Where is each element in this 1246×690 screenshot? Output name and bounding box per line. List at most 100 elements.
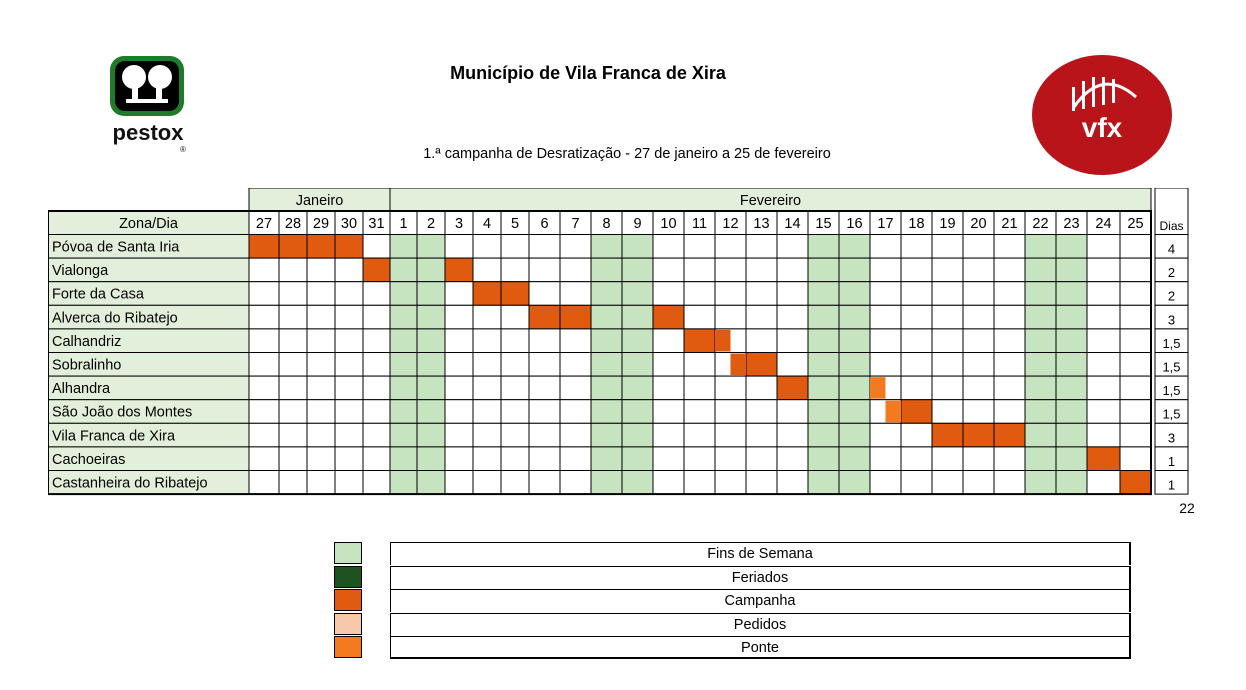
day-cell [683, 257, 716, 283]
day-header-30: 30 [341, 216, 357, 232]
day-cell [1119, 470, 1152, 495]
day-cell [362, 375, 391, 401]
day-cell [900, 446, 933, 471]
day-header-29: 29 [313, 216, 329, 232]
day-header-20: 20 [970, 216, 986, 232]
day-cell [993, 352, 1026, 377]
day-cell [931, 281, 964, 306]
day-cell [807, 352, 840, 377]
day-cell [807, 422, 840, 448]
day-cell [714, 422, 747, 448]
day-cell [416, 257, 446, 283]
day-cell [776, 304, 809, 330]
day-cell [621, 352, 654, 377]
day-cell [776, 470, 809, 495]
day-cell [900, 304, 933, 330]
day-cell [993, 304, 1026, 330]
day-cell [993, 257, 1026, 283]
day-cell [559, 375, 592, 401]
day-header-21: 21 [1001, 216, 1017, 232]
day-header-8: 8 [602, 216, 610, 232]
day-cell [444, 446, 474, 471]
day-cell [900, 234, 933, 259]
day-header-23: 23 [1063, 216, 1079, 232]
day-header-7: 7 [571, 216, 579, 232]
day-cell [389, 257, 418, 283]
day-cell [1055, 328, 1088, 353]
day-header-13: 13 [753, 216, 769, 232]
day-cell [962, 234, 995, 259]
day-cell [472, 470, 502, 495]
day-cell [838, 257, 871, 283]
day-cell [590, 399, 623, 424]
day-cell [1055, 375, 1088, 401]
legend-label-weekend: Fins de Semana [390, 542, 1131, 565]
zone-label: Póvoa de Santa Iria [52, 240, 180, 256]
day-cell [838, 328, 871, 353]
day-cell [652, 352, 685, 377]
day-cell [472, 234, 502, 259]
day-cell [362, 234, 391, 259]
day-cell [559, 422, 592, 448]
day-cell [1086, 234, 1121, 259]
day-cell [993, 399, 1026, 424]
day-cell [306, 470, 336, 495]
day-cell [931, 422, 964, 448]
day-cell [416, 328, 446, 353]
day-cell [248, 304, 280, 330]
legend: Fins de Semana Feriados Campanha Pedidos… [334, 542, 1134, 664]
day-header-19: 19 [939, 216, 955, 232]
day-cell [590, 470, 623, 495]
day-cell [590, 304, 623, 330]
day-cell [306, 304, 336, 330]
day-cell [278, 328, 308, 353]
day-cell [807, 257, 840, 283]
day-cell [248, 328, 280, 353]
day-cell [416, 304, 446, 330]
day-cell [807, 446, 840, 471]
day-cell [683, 422, 716, 448]
day-cell [900, 281, 933, 306]
legend-row-weekend: Fins de Semana [334, 542, 1134, 566]
legend-label-holiday: Feriados [390, 565, 1131, 589]
day-cell [962, 257, 995, 283]
day-cell [559, 257, 592, 283]
dias-value: 2 [1168, 289, 1175, 304]
day-cell [472, 446, 502, 471]
day-cell [1086, 399, 1121, 424]
day-header-15: 15 [815, 216, 831, 232]
zone-label: Sobralinho [52, 358, 121, 374]
day-cell [807, 399, 840, 424]
day-cell [472, 257, 502, 283]
day-cell [900, 470, 933, 495]
day-cell [389, 304, 418, 330]
day-cell [838, 375, 871, 401]
half-day-mark [885, 400, 901, 423]
day-header-4: 4 [483, 216, 491, 232]
day-cell [362, 352, 391, 377]
day-cell [248, 281, 280, 306]
day-cell [807, 304, 840, 330]
day-cell [869, 304, 902, 330]
day-cell [1119, 446, 1152, 471]
day-cell [278, 375, 308, 401]
day-cell [993, 422, 1026, 448]
day-cell [590, 234, 623, 259]
day-header-24: 24 [1095, 216, 1111, 232]
day-header-11: 11 [692, 216, 707, 232]
day-cell [1024, 281, 1057, 306]
dias-value: 1 [1168, 478, 1175, 493]
legend-swatch-requests [334, 612, 362, 635]
day-cell [278, 399, 308, 424]
day-cell [900, 328, 933, 353]
day-cell [389, 234, 418, 259]
day-cell [472, 399, 502, 424]
day-cell [1086, 375, 1121, 401]
dias-value: 3 [1168, 430, 1175, 445]
day-cell [683, 470, 716, 495]
day-cell [652, 446, 685, 471]
zone-label: Castanheira do Ribatejo [52, 476, 208, 492]
day-cell [528, 375, 561, 401]
zone-label: Vialonga [52, 263, 109, 279]
day-cell [900, 375, 933, 401]
